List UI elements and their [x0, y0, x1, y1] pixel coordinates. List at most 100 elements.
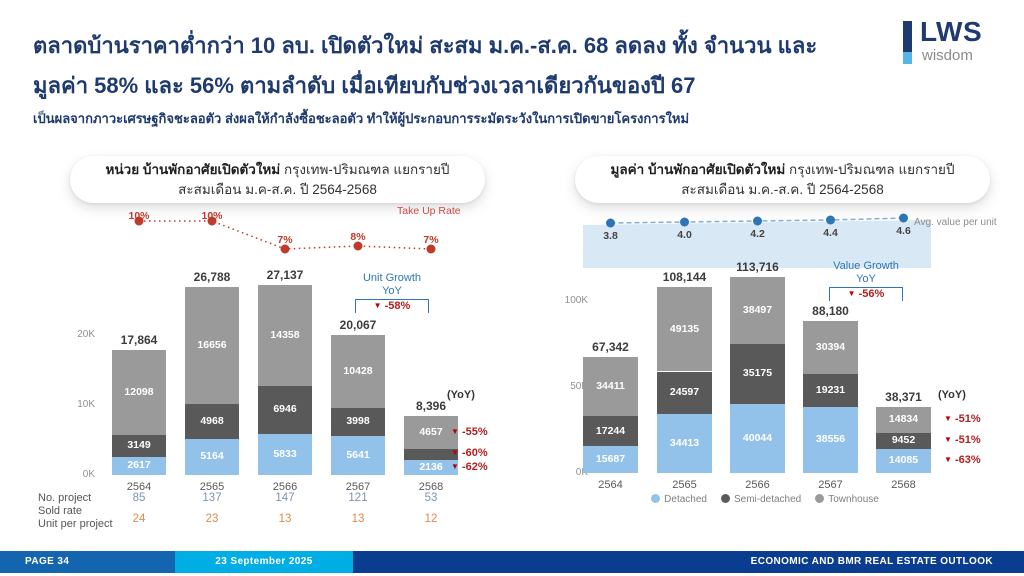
x-axis-label: 2568	[891, 479, 916, 491]
bar-segment: 17244	[583, 416, 638, 446]
stat-value: 13	[278, 513, 292, 525]
bar-total-label: 38,371	[885, 390, 922, 404]
bar-segment-value: 5833	[273, 448, 297, 461]
y-axis-tick: 0K	[575, 467, 588, 478]
bar-segment-value: 5641	[346, 448, 370, 461]
bar-total-label: 27,137	[266, 268, 304, 283]
stat-value: 85	[132, 492, 146, 504]
bar-segment: 40044	[730, 404, 785, 473]
page-subtitle: เป็นผลจากภาวะเศรษฐกิจชะลอตัว ส่งผลให้กำล…	[33, 111, 690, 126]
stat-value: 24	[132, 513, 146, 525]
left-yoy-title: (YoY)	[447, 389, 475, 401]
stat-value: 137	[202, 492, 222, 504]
bar-segment-value: 3149	[127, 439, 151, 452]
down-triangle-icon: ▼	[847, 289, 856, 298]
line-point-label: 7%	[277, 234, 293, 246]
unit-growth-line2: YoY	[382, 285, 402, 297]
bar-total-label: 8,396	[415, 399, 447, 414]
bar-segment: 34411	[583, 357, 638, 417]
bar-segment-value: 38497	[742, 304, 773, 316]
x-axis-label: 2565	[199, 481, 225, 493]
footer-title: ECONOMIC AND BMR REAL ESTATE OUTLOOK	[750, 556, 993, 567]
bar-segment-value: 14834	[888, 413, 919, 426]
bar-segment: 19231	[803, 373, 858, 407]
legend-label: Detached	[664, 494, 707, 505]
bar-segment: 3998	[331, 407, 385, 436]
legend-label: Semi-detached	[733, 494, 802, 505]
y-axis-tick: 20K	[77, 329, 95, 340]
right-chart-header-line2: สะสมเดือน ม.ค.-ส.ค. ปี 2564-2568	[681, 181, 884, 197]
right-chart-header: มูลค่า บ้านพักอาศัยเปิดตัวใหม่ กรุงเทพ-ป…	[575, 156, 990, 203]
logo-tagline: wisdom	[922, 47, 973, 64]
bar-segment-value: 19231	[815, 383, 846, 396]
yoy-row: ▼ -51%	[944, 434, 981, 446]
bar-segment: 3149	[112, 434, 166, 457]
bar-segment-value: 12098	[124, 385, 154, 398]
x-axis-label: 2564	[126, 481, 152, 493]
legend-dot-icon	[651, 494, 661, 503]
footer-title-segment: ECONOMIC AND BMR REAL ESTATE OUTLOOK	[353, 551, 1024, 573]
value-growth-annotation: Value Growth YoY ▼ -56%	[796, 260, 936, 301]
y-axis-tick: 100K	[564, 295, 588, 306]
bar-segment: 49135	[657, 286, 712, 372]
bar-segment-value: 38556	[815, 433, 846, 446]
bar-segment: 5164	[185, 438, 239, 475]
logo-bar-icon	[903, 21, 912, 52]
y-axis-tick: 50K	[570, 381, 588, 392]
bar-segment: 34413	[657, 413, 712, 473]
yoy-value: -51%	[951, 412, 981, 425]
bar-segment: 30394	[803, 321, 858, 374]
bar-segment-value: 3998	[346, 415, 370, 427]
stat-value: 13	[351, 513, 365, 525]
bar-segment: 38556	[803, 406, 858, 473]
legend-label: Townhouse	[828, 494, 879, 505]
bar-segment: 35175	[730, 343, 785, 405]
y-axis-tick: 0K	[82, 469, 95, 480]
left-chart-header: หน่วย บ้านพักอาศัยเปิดตัวใหม่ กรุงเทพ-ปร…	[70, 156, 485, 203]
left-chart-header-line1: หน่วย บ้านพักอาศัยเปิดตัวใหม่ กรุงเทพ-ปร…	[105, 161, 450, 177]
stat-value: 121	[348, 492, 368, 504]
bar-segment: 10428	[331, 334, 385, 408]
bar-segment-value: 14358	[270, 328, 300, 341]
yoy-row: ▼ -60%	[451, 447, 488, 459]
x-axis-label: 2568	[418, 481, 444, 493]
page-title-line2: มูลค่า 58% และ 56% ตามลำดับ เมื่อเทียบกั…	[33, 73, 696, 98]
bar-segment: 2617	[112, 456, 166, 475]
footer-page-segment: PAGE 34	[0, 551, 175, 573]
bar-segment-value: 24597	[669, 386, 700, 399]
yoy-row: ▼ -62%	[451, 461, 488, 473]
down-triangle-icon: ▼	[451, 448, 459, 458]
logo-name: LWS	[920, 16, 983, 47]
x-axis-label: 2565	[672, 479, 697, 491]
y-axis-tick: 10K	[77, 399, 95, 410]
bar-segment: 12098	[112, 349, 166, 435]
right-chart-header-line1: มูลค่า บ้านพักอาศัยเปิดตัวใหม่ กรุงเทพ-ป…	[610, 161, 955, 177]
footer-date: 23 September 2025	[215, 556, 313, 567]
bar-total-label: 20,067	[339, 317, 377, 332]
bar-segment-value: 4968	[200, 414, 224, 427]
line-point-label: 4.6	[896, 225, 911, 237]
bar-total-label: 108,144	[662, 269, 707, 284]
yoy-value: -63%	[951, 453, 981, 466]
bar-segment-value: 2617	[127, 459, 151, 472]
bar-segment: 15687	[583, 446, 638, 473]
down-triangle-icon: ▼	[373, 301, 382, 310]
page-title-line1: ตลาดบ้านราคาต่ำกว่า 10 ลบ. เปิดตัวใหม่ ส…	[33, 33, 818, 58]
bar-segment: 4968	[185, 404, 239, 439]
yoy-row: ▼ -63%	[944, 454, 981, 466]
line-point	[680, 217, 689, 227]
bar-segment-value: 35175	[742, 367, 773, 380]
stat-value: 12	[424, 513, 438, 525]
legend-item: Detached	[651, 494, 707, 505]
value-growth-line1: Value Growth	[833, 260, 899, 272]
line-point-label: 4.4	[823, 227, 838, 239]
stat-row-label: Sold rate	[38, 505, 83, 517]
bar-segment-value: 16656	[197, 339, 227, 352]
bar-segment-value: 15687	[595, 453, 626, 465]
bar-segment-value: 49135	[669, 322, 700, 335]
stat-value: 147	[275, 492, 295, 504]
legend-dot-icon	[815, 494, 825, 503]
line-point	[753, 216, 762, 226]
bar-segment: 16656	[185, 287, 239, 405]
